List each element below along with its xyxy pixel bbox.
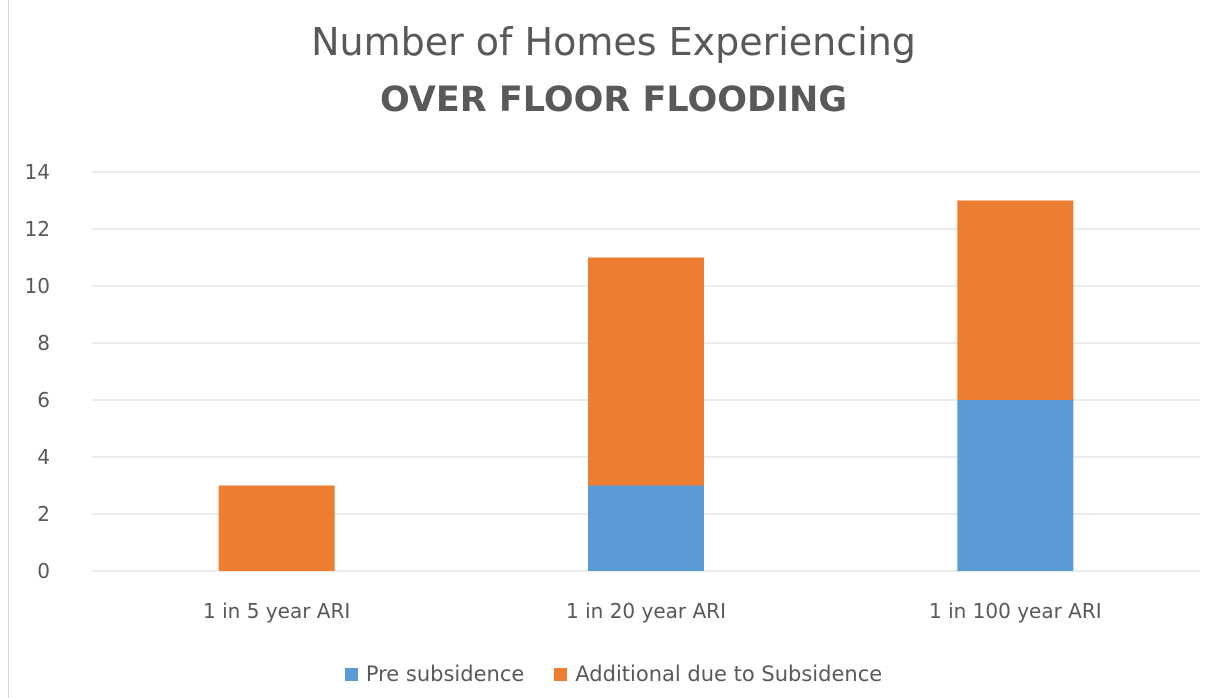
legend-item-pre-subsidence: Pre subsidence [344, 662, 525, 686]
chart-legend: Pre subsidence Additional due to Subside… [0, 662, 1227, 686]
chart-plot-area: 0 2 4 6 8 10 12 14 1 in 5 year ARI 1 in 20 year A… [25, 160, 1200, 623]
bar-additional-due-to-subsidence-2 [957, 200, 1074, 400]
chart-title: Number of Homes Experiencing [311, 20, 916, 64]
x-tick-label-1: 1 in 20 year ARI [566, 599, 726, 623]
y-tick-label-4: 4 [37, 445, 50, 469]
bar-pre-subsidence-2 [957, 400, 1074, 571]
y-tick-label-6: 6 [37, 388, 50, 412]
legend-label-additional-due-to-subsidence: Additional due to Subsidence [575, 662, 883, 686]
legend-swatch-additional-due-to-subsidence [554, 667, 568, 681]
chart-subtitle: OVER FLOOR FLOODING [379, 80, 848, 120]
legend-swatch-pre-subsidence [344, 667, 358, 681]
chart-frame-border [8, 0, 9, 698]
bar-additional-due-to-subsidence-0 [218, 485, 335, 571]
y-tick-label-10: 10 [25, 274, 50, 298]
y-tick-label-14: 14 [25, 160, 50, 184]
y-tick-label-0: 0 [37, 559, 50, 583]
x-tick-label-0: 1 in 5 year ARI [203, 599, 350, 623]
y-tick-label-2: 2 [37, 502, 50, 526]
x-tick-label-2: 1 in 100 year ARI [929, 599, 1102, 623]
y-tick-label-12: 12 [25, 217, 50, 241]
y-tick-label-8: 8 [37, 331, 50, 355]
legend-item-additional-due-to-subsidence: Additional due to Subsidence [554, 662, 882, 686]
bar-pre-subsidence-1 [588, 485, 704, 571]
legend-label-pre-subsidence: Pre subsidence [365, 662, 525, 686]
bar-additional-due-to-subsidence-1 [588, 257, 704, 486]
